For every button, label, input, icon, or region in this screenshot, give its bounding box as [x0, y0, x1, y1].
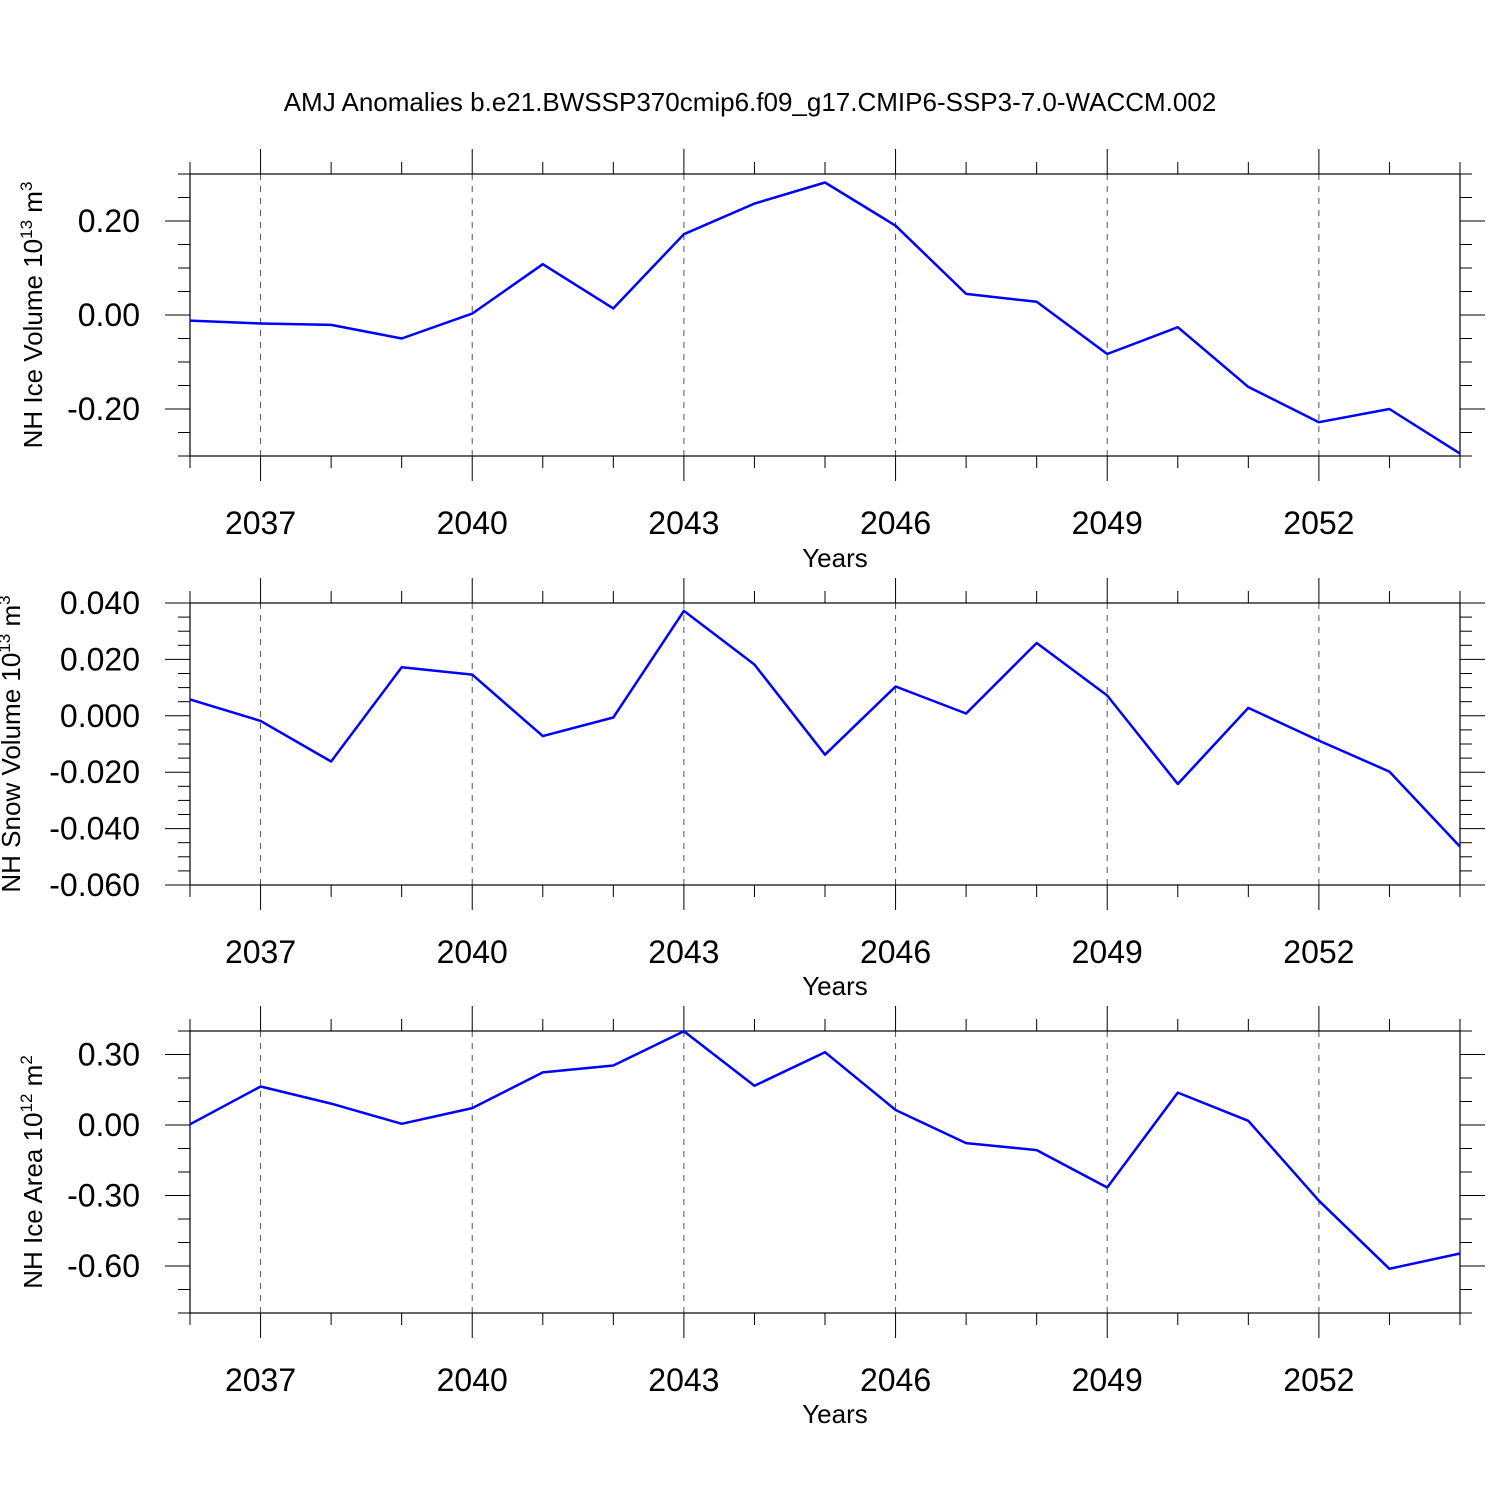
panel-1: 2037 2040 2043 2046 2049 2052 -0.20 0.00 0.20 Yea…: [17, 149, 1485, 573]
y-axis-title-main: NH Snow Volume 10: [0, 653, 26, 893]
x-tick-label: 2040: [437, 505, 508, 541]
chart-title: AMJ Anomalies b.e21.BWSSP370cmip6.f09_g1…: [284, 87, 1217, 117]
y-axis-title-unit: m: [18, 191, 48, 220]
x-tick-label: 2049: [1072, 934, 1143, 970]
y-axis-title-exponent: 13: [0, 634, 14, 653]
y-axis-title-unit: m: [18, 1065, 48, 1094]
y-tick-label: 0.040: [60, 585, 140, 621]
y-tick-label: 0.000: [60, 698, 140, 734]
y-axis-title: NH Snow Volume 1013 m3: [0, 595, 26, 892]
plot-frame: [189, 1030, 1461, 1314]
y-axis-title: NH Ice Volume 1013 m3: [17, 182, 48, 449]
y-axis-title-unit: m: [0, 605, 26, 634]
x-tick-label: 2052: [1283, 1362, 1354, 1398]
x-tick-label: 2052: [1283, 505, 1354, 541]
series-line-1: [189, 181, 1461, 455]
y-tick-label: -0.060: [49, 867, 140, 903]
plot-frame: [189, 602, 1461, 886]
x-tick-label: 2046: [860, 1362, 931, 1398]
panel-3: 2037 2040 2043 2046 2049 2052 -0.60 -0.30 0.00 0.…: [17, 1006, 1485, 1429]
x-axis-title: Years: [802, 543, 868, 573]
y-axis-title-exponent: 12: [17, 1094, 36, 1113]
y-axis-title: NH Ice Area 1012 m2: [17, 1055, 48, 1289]
x-tick-label: 2040: [437, 934, 508, 970]
y-tick-label: -0.60: [67, 1248, 140, 1284]
y-axis-title-main: NH Ice Volume 10: [18, 239, 48, 449]
y-axis-title-main: NH Ice Area 10: [18, 1112, 48, 1288]
x-tick-label: 2043: [648, 505, 719, 541]
y-axis-title-exponent: 13: [17, 220, 36, 239]
plot-frame: [189, 173, 1461, 457]
x-tick-label: 2040: [437, 1362, 508, 1398]
x-tick-label: 2037: [225, 505, 296, 541]
x-tick-label: 2046: [860, 505, 931, 541]
y-tick-label: 0.00: [78, 1107, 140, 1143]
y-tick-label: 0.30: [78, 1037, 140, 1073]
y-axis-title-unit-exponent: 2: [17, 1055, 36, 1064]
x-axis-title: Years: [802, 971, 868, 1001]
y-tick-label: 0.020: [60, 641, 140, 677]
y-tick-label: -0.020: [49, 754, 140, 790]
y-axis-title-unit-exponent: 3: [0, 595, 14, 604]
y-tick-label: -0.30: [67, 1178, 140, 1214]
y-tick-label: -0.20: [67, 391, 140, 427]
y-tick-label: 0.00: [78, 297, 140, 333]
series-line-1: [189, 609, 1461, 848]
panel-2: 2037 2040 2043 2046 2049 2052 -0.060 -0.040 -0.0…: [0, 578, 1485, 1001]
x-tick-label: 2043: [648, 934, 719, 970]
y-tick-label: -0.040: [49, 811, 140, 847]
y-tick-label: 0.20: [78, 203, 140, 239]
x-tick-label: 2046: [860, 934, 931, 970]
x-tick-label: 2037: [225, 1362, 296, 1398]
x-axis-title: Years: [802, 1399, 868, 1429]
x-tick-label: 2043: [648, 1362, 719, 1398]
x-tick-label: 2052: [1283, 934, 1354, 970]
x-tick-label: 2037: [225, 934, 296, 970]
x-tick-label: 2049: [1072, 1362, 1143, 1398]
panels: 2037 2040 2043 2046 2049 2052 -0.20 0.00 0.20 Yea…: [0, 149, 1485, 1429]
y-axis-title-unit-exponent: 3: [17, 182, 36, 191]
x-tick-label: 2049: [1072, 505, 1143, 541]
series-line-1: [189, 1029, 1461, 1271]
